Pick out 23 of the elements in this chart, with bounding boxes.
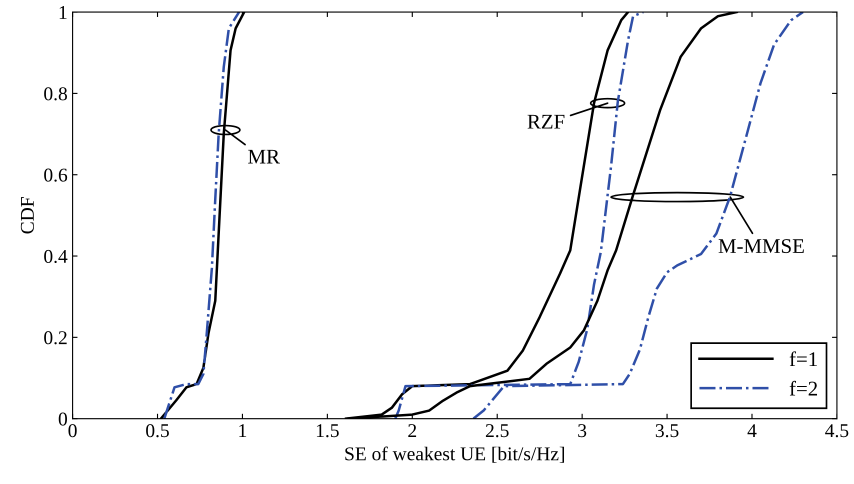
x-tick-label: 1.5: [316, 424, 339, 438]
y-tick-label: 1: [60, 6, 67, 19]
x-tick-label: 0.5: [146, 424, 169, 438]
y-tick-label: 0.4: [44, 250, 68, 264]
x-tick-label: 4.5: [825, 424, 848, 438]
x-tick-label: 2: [408, 424, 416, 438]
x-axis-title: SE of weakest UE [bit/s/Hz]: [345, 446, 564, 463]
legend-label: f=1: [790, 351, 817, 366]
x-tick-label: 4: [748, 424, 757, 438]
x-tick-label: 0: [68, 424, 77, 438]
y-axis-title: CDF: [20, 197, 34, 234]
annotation: RZF: [528, 114, 564, 129]
y-tick-label: 0.8: [44, 87, 67, 100]
x-tick-label: 1: [239, 424, 246, 438]
annotation: M-MMSE: [718, 239, 804, 254]
y-tick-label: 0.2: [44, 331, 67, 344]
y-tick-label: 0: [58, 412, 67, 426]
legend-label: f=2: [790, 380, 818, 396]
x-tick-label: 3.5: [656, 424, 678, 438]
annotation: MR: [248, 150, 280, 164]
y-tick-label: 0.6: [44, 168, 68, 182]
x-tick-label: 2.5: [486, 424, 509, 438]
x-tick-label: 3: [578, 424, 586, 438]
